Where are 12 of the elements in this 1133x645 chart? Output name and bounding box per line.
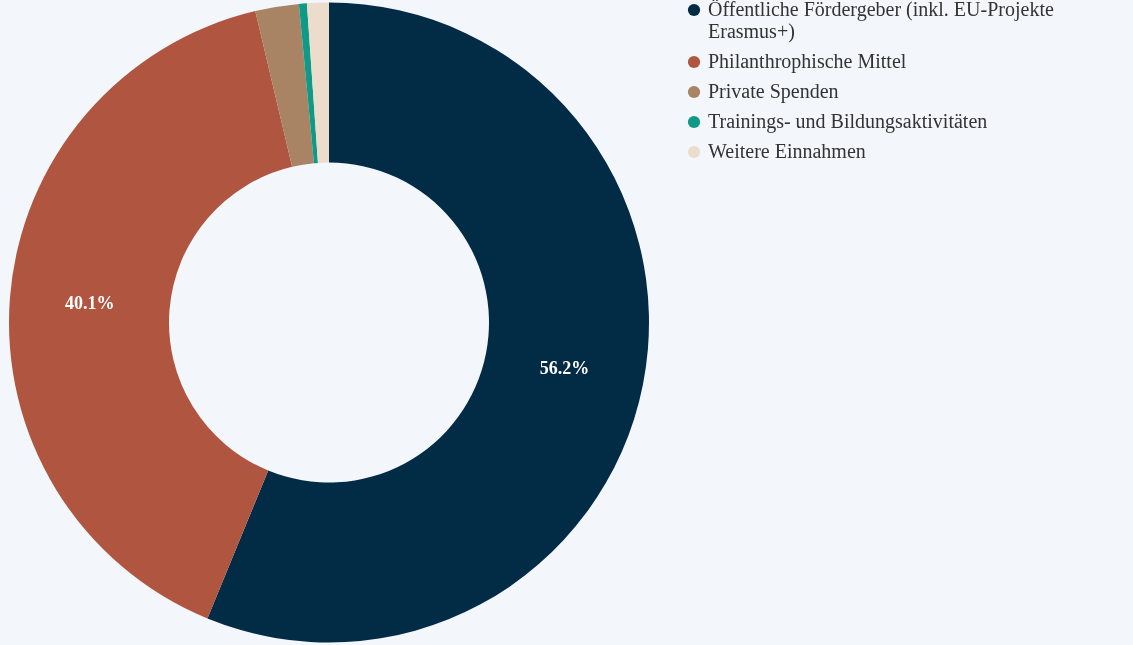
legend-label: Weitere Einnahmen — [708, 140, 866, 162]
data-label: 56.2% — [539, 357, 590, 378]
donut-slice — [298, 3, 318, 164]
legend-label: Trainings- und Bildungsaktivitäten — [708, 110, 988, 133]
donut-slice — [306, 2, 329, 163]
legend-label: Philanthrophische Mittel — [708, 50, 907, 73]
donut-slice — [255, 3, 314, 167]
donut-slice — [207, 2, 649, 643]
donut-slice — [9, 11, 293, 619]
legend-label: Private Spenden — [708, 80, 839, 103]
legend-label: Öffentliche Fördergeber (inkl. EU-Projekte Erasmus+) — [708, 0, 1054, 43]
data-label: 40.1% — [64, 292, 115, 313]
